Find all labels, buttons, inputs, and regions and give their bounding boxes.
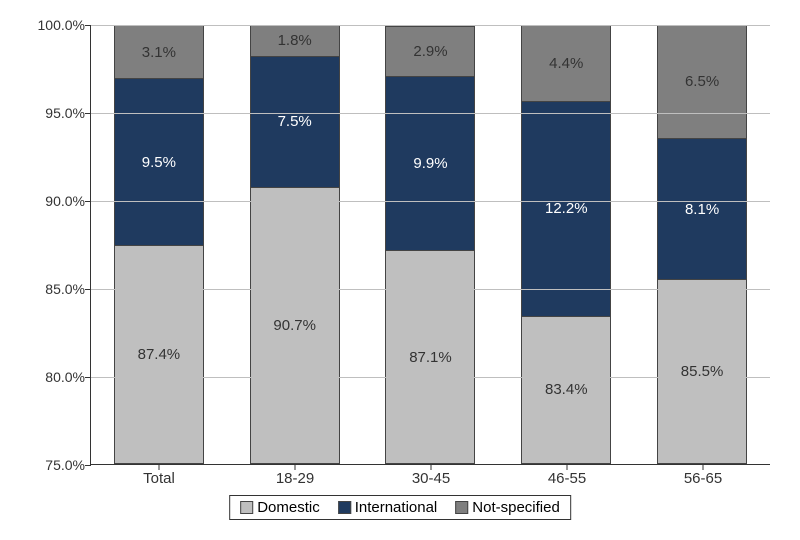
segment-label: 9.5% xyxy=(142,154,176,171)
segment-label: 2.9% xyxy=(413,43,447,60)
segment-label: 87.1% xyxy=(409,349,452,366)
ytick-mark xyxy=(85,377,91,378)
segment-label: 7.5% xyxy=(278,113,312,130)
bar-segment-not-specified: 2.9% xyxy=(385,26,475,77)
legend-swatch xyxy=(338,501,351,514)
xtick-label: 18-29 xyxy=(276,470,314,487)
segment-label: 8.1% xyxy=(685,201,719,218)
xtick-label: 56-65 xyxy=(684,470,722,487)
bar-segment-international: 9.5% xyxy=(114,79,204,246)
plot-area: 3.1% 9.5% 87.4% 1.8% 7.5% 90.7% 2.9% 9.9% 87.1% 4… xyxy=(90,25,770,465)
ytick-label: 75.0% xyxy=(25,457,85,473)
segment-label: 6.5% xyxy=(685,73,719,90)
segment-label: 1.8% xyxy=(278,32,312,49)
gridline xyxy=(91,113,770,114)
bar-segment-international: 8.1% xyxy=(657,139,747,281)
bar-segment-not-specified: 1.8% xyxy=(250,25,340,57)
segment-label: 90.7% xyxy=(273,317,316,334)
bar-segment-domestic: 85.5% xyxy=(657,280,747,464)
bar-segment-international: 9.9% xyxy=(385,77,475,251)
bar-segment-not-specified: 6.5% xyxy=(657,25,747,139)
segment-label: 3.1% xyxy=(142,44,176,61)
gridline xyxy=(91,289,770,290)
bars-container: 3.1% 9.5% 87.4% 1.8% 7.5% 90.7% 2.9% 9.9% 87.1% 4… xyxy=(91,25,770,464)
bar-segment-domestic: 90.7% xyxy=(250,188,340,464)
ytick-mark xyxy=(85,465,91,466)
segment-label: 87.4% xyxy=(138,346,181,363)
bar-segment-international: 7.5% xyxy=(250,57,340,189)
bar-segment-not-specified: 4.4% xyxy=(521,25,611,102)
bar-segment-domestic: 83.4% xyxy=(521,317,611,465)
gridline xyxy=(91,25,770,26)
ytick-label: 100.0% xyxy=(25,17,85,33)
xtick-label: 46-55 xyxy=(548,470,586,487)
ytick-mark xyxy=(85,25,91,26)
bar-segment-not-specified: 3.1% xyxy=(114,25,204,79)
xtick-label: 30-45 xyxy=(412,470,450,487)
gridline xyxy=(91,201,770,202)
legend-item-domestic: Domestic xyxy=(240,499,320,516)
legend-swatch xyxy=(240,501,253,514)
xtick-label: Total xyxy=(143,470,175,487)
segment-label: 4.4% xyxy=(549,55,583,72)
gridline xyxy=(91,377,770,378)
legend-item-not-specified: Not-specified xyxy=(455,499,560,516)
bar-group: 6.5% 8.1% 85.5% xyxy=(657,25,747,464)
legend-label: Domestic xyxy=(257,499,320,516)
segment-label: 9.9% xyxy=(413,155,447,172)
segment-label: 83.4% xyxy=(545,381,588,398)
legend-swatch xyxy=(455,501,468,514)
bar-segment-domestic: 87.4% xyxy=(114,246,204,464)
legend-label: Not-specified xyxy=(472,499,560,516)
ytick-mark xyxy=(85,201,91,202)
stacked-bar-chart: 3.1% 9.5% 87.4% 1.8% 7.5% 90.7% 2.9% 9.9% 87.1% 4… xyxy=(20,20,780,530)
legend-label: International xyxy=(355,499,438,516)
legend: Domestic International Not-specified xyxy=(229,495,571,520)
ytick-mark xyxy=(85,289,91,290)
ytick-label: 80.0% xyxy=(25,369,85,385)
bar-group: 4.4% 12.2% 83.4% xyxy=(521,25,611,464)
bar-segment-domestic: 87.1% xyxy=(385,251,475,464)
ytick-label: 85.0% xyxy=(25,281,85,297)
ytick-label: 90.0% xyxy=(25,193,85,209)
bar-segment-international: 12.2% xyxy=(521,102,611,316)
bar-group: 3.1% 9.5% 87.4% xyxy=(114,25,204,464)
ytick-label: 95.0% xyxy=(25,105,85,121)
ytick-mark xyxy=(85,113,91,114)
legend-item-international: International xyxy=(338,499,438,516)
segment-label: 12.2% xyxy=(545,200,588,217)
bar-group: 1.8% 7.5% 90.7% xyxy=(250,25,340,464)
bar-group: 2.9% 9.9% 87.1% xyxy=(385,25,475,464)
